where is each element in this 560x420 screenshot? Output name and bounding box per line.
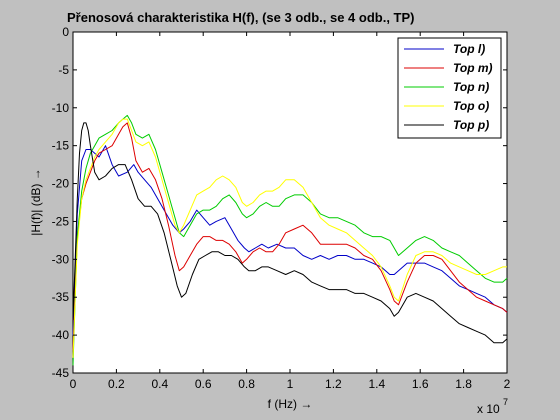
legend: Top l) Top m) Top n) Top o) Top p) [397,37,502,139]
y-tick-label: -15 [52,139,70,153]
legend-label-1: Top l) [453,42,485,56]
x-tick-label: 1.2 [325,377,342,391]
y-axis-label: |H(f)| (dB) → [29,168,43,236]
legend-label-2: Top m) [453,61,493,75]
y-tick-label: -20 [52,177,70,191]
x-multiplier-exponent: 7 [503,397,508,407]
x-tick-label: 0.2 [108,377,125,391]
series-line-2 [72,122,508,351]
y-tick-label: -30 [52,252,70,266]
y-tick-label: -5 [58,63,69,77]
legend-label-5: Top p) [453,118,489,132]
y-tick-label: -35 [52,290,70,304]
x-tick-label: 0.4 [151,377,168,391]
x-tick-label: 0.6 [195,377,212,391]
x-tick-label: 1.4 [368,377,385,391]
y-tick-label: -40 [52,328,70,342]
x-tick-label: 1.8 [455,377,472,391]
series-line-1 [72,145,508,336]
series-line-5 [72,122,508,344]
x-multiplier-label: x 10 [477,402,500,416]
x-tick-label: 1.6 [412,377,429,391]
series-layer [72,114,508,366]
y-tick-label: 0 [62,25,69,39]
series-line-4 [72,118,507,358]
ticks-layer: 0 0.2 0.4 0.6 0.8 1 1.2 1.4 1.6 1.8 2 0 -5 -10 -15 -20 -… [52,25,511,391]
legend-items: Top l) Top m) Top n) Top o) Top p) [404,42,493,132]
x-tick-label: 1 [287,377,294,391]
y-tick-label: -45 [52,366,70,380]
y-tick-label: -10 [52,101,70,115]
legend-box [397,37,502,139]
chart-title: Přenosová charakteristika H(f), (se 3 od… [67,10,415,25]
x-axis-label: f (Hz) → [268,397,313,411]
x-tick-label: 2 [504,377,511,391]
legend-label-3: Top n) [453,80,489,94]
y-tick-label: -25 [52,214,70,228]
legend-label-4: Top o) [453,99,489,113]
x-tick-label: 0.8 [238,377,255,391]
x-tick-label: 0 [70,377,77,391]
